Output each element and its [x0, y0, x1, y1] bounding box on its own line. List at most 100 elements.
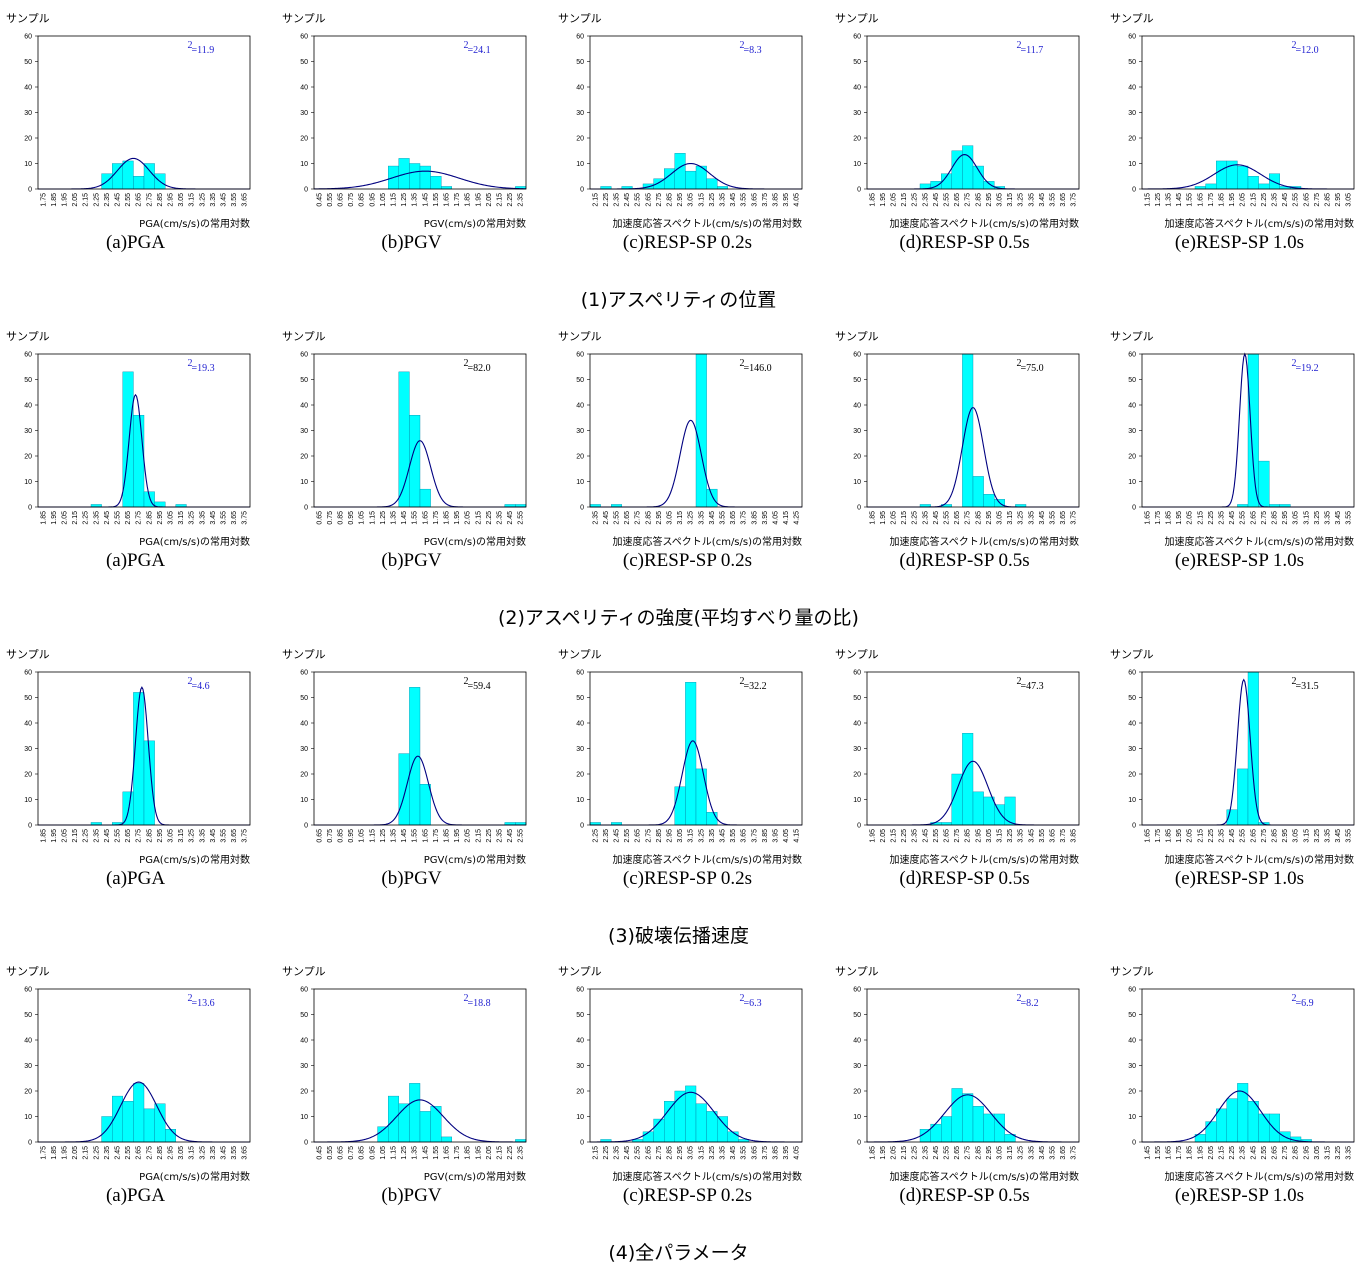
- y-tick-label: 40: [300, 85, 308, 92]
- x-axis-label: 加速度応答スペクトル(cm/s/s)の常用対数: [1165, 853, 1355, 866]
- y-tick-label: 60: [1128, 352, 1136, 359]
- figure-row-4: サンプル 0 10 20 30 40 50 60 1.75 1.85 1.95 2.05 2.15 2.2…: [0, 953, 1357, 1253]
- x-tick-label: 1.85: [40, 829, 47, 843]
- x-tick-label: 1.75: [454, 1146, 461, 1160]
- y-tick-label: 10: [1128, 161, 1136, 168]
- histogram-bar: [165, 1129, 176, 1142]
- y-tick-label: 50: [1128, 695, 1136, 702]
- x-tick-label: 2.75: [645, 829, 652, 843]
- histogram-chart: サンプル 0 10 20 30 40 50 60 1.65 1.75 1.85 1.95 2.05 2.1…: [1104, 318, 1357, 618]
- x-tick-label: 1.95: [1229, 193, 1236, 207]
- x-tick-label: 3.05: [986, 829, 993, 843]
- chart-svg: サンプル01020304050601.65 1.75 1.85 1.95 2.05 2.1…: [1104, 318, 1357, 548]
- x-tick-label: 2.65: [954, 1146, 961, 1160]
- x-tick-label: 3.45: [730, 1146, 737, 1160]
- y-tick-label: 0: [857, 505, 861, 512]
- y-tick-label: 20: [300, 136, 308, 143]
- y-tick-label: 60: [24, 670, 32, 677]
- y-tick-label: 30: [576, 110, 584, 117]
- x-tick-label: 3.05: [688, 1146, 695, 1160]
- x-tick-label: 1.55: [433, 1146, 440, 1160]
- histogram-bar: [123, 792, 134, 825]
- x-tick-label: 2.55: [125, 1146, 132, 1160]
- x-tick-label: 1.25: [401, 193, 408, 207]
- x-tick-label: 2.25: [507, 1146, 514, 1160]
- y-tick-label: 30: [300, 746, 308, 753]
- chart-svg: サンプル01020304050601.85 1.95 2.05 2.15 2.25 2.3…: [829, 318, 1100, 548]
- x-tick-label: 3.15: [178, 511, 185, 525]
- y-tick-label: 0: [28, 823, 32, 830]
- x-tick-label: 1.45: [422, 193, 429, 207]
- x-tick-label: 1.75: [40, 1146, 47, 1160]
- x-axis-label: PGV(cm/s)の常用対数: [424, 535, 526, 548]
- y-tick-label: 60: [576, 987, 584, 994]
- y-tick-label: 0: [580, 505, 584, 512]
- y-tick-label: 30: [576, 428, 584, 435]
- x-tick-label: 1.45: [1144, 1146, 1151, 1160]
- x-tick-label: 2.45: [624, 193, 631, 207]
- y-tick-label: 20: [1128, 136, 1136, 143]
- x-tick-label: 2.85: [965, 829, 972, 843]
- x-tick-label: 0.75: [327, 511, 334, 525]
- x-tick-label: 2.35: [497, 829, 504, 843]
- histogram-chart: サンプル 0 10 20 30 40 50 60 1.15 1.25 1.35 1.45 1.55 1.6…: [1104, 0, 1357, 300]
- histogram-bar: [675, 787, 686, 825]
- y-tick-label: 20: [853, 772, 861, 779]
- x-tick-label: 2.85: [146, 829, 153, 843]
- y-tick-label: 60: [300, 34, 308, 41]
- x-tick-label: 2.65: [125, 511, 132, 525]
- y-axis-label: サンプル: [558, 965, 602, 978]
- y-tick-label: 40: [853, 403, 861, 410]
- histogram-bar: [1248, 354, 1259, 507]
- x-tick-label: 2.75: [1261, 829, 1268, 843]
- x-tick-label: 2.55: [115, 829, 122, 843]
- x-tick-label: 2.25: [93, 193, 100, 207]
- histogram-bar: [441, 1137, 452, 1142]
- histogram-bar: [155, 1104, 166, 1142]
- x-tick-label: 2.45: [115, 193, 122, 207]
- chi-square-value: =4.6: [191, 681, 209, 692]
- y-tick-label: 50: [300, 59, 308, 66]
- x-tick-label: 2.35: [1219, 829, 1226, 843]
- x-tick-label: 3.25: [698, 829, 705, 843]
- x-tick-label: 1.95: [1197, 1146, 1204, 1160]
- chart-caption: (e)RESP-SP 1.0s: [1104, 550, 1357, 572]
- x-tick-label: 1.25: [380, 511, 387, 525]
- y-axis-label: サンプル: [1110, 12, 1154, 25]
- x-tick-label: 1.85: [1187, 1146, 1194, 1160]
- x-tick-label: 2.25: [507, 193, 514, 207]
- x-tick-label: 3.05: [997, 511, 1004, 525]
- x-tick-label: 2.25: [83, 511, 90, 525]
- x-tick-label: 2.05: [891, 193, 898, 207]
- x-tick-label: 2.75: [656, 1146, 663, 1160]
- x-tick-label: 2.05: [486, 1146, 493, 1160]
- histogram-bar: [962, 354, 973, 507]
- y-tick-label: 30: [1128, 1063, 1136, 1070]
- x-tick-label: 3.85: [773, 193, 780, 207]
- y-tick-label: 60: [1128, 670, 1136, 677]
- x-tick-label: 3.45: [1335, 829, 1342, 843]
- x-tick-label: 2.85: [975, 511, 982, 525]
- histogram-chart: サンプル 0 10 20 30 40 50 60 1.75 1.85 1.95 2.05 2.15 2.2…: [0, 953, 271, 1253]
- x-tick-label: 3.75: [242, 511, 249, 525]
- x-tick-label: 3.15: [1303, 511, 1310, 525]
- x-tick-label: 2.95: [157, 511, 164, 525]
- x-axis-label: PGA(cm/s/s)の常用対数: [139, 535, 250, 548]
- y-tick-label: 10: [1128, 479, 1136, 486]
- x-tick-label: 2.75: [146, 1146, 153, 1160]
- chart-svg: サンプル01020304050601.85 1.95 2.05 2.15 2.25 2.3…: [829, 953, 1100, 1183]
- x-tick-label: 2.65: [954, 193, 961, 207]
- x-axis-label: 加速度応答スペクトル(cm/s/s)の常用対数: [1165, 1170, 1355, 1183]
- x-tick-label: 3.05: [168, 829, 175, 843]
- histogram-bar: [388, 1096, 399, 1142]
- x-tick-label: 3.75: [741, 511, 748, 525]
- x-tick-label: 1.05: [380, 193, 387, 207]
- y-axis-label: サンプル: [835, 648, 879, 661]
- x-tick-label: 0.65: [338, 1146, 345, 1160]
- x-tick-label: 2.15: [901, 511, 908, 525]
- x-tick-label: 2.55: [125, 193, 132, 207]
- chi-square-value: =13.6: [191, 998, 214, 1009]
- y-axis-label: サンプル: [835, 330, 879, 343]
- x-tick-label: 3.05: [997, 193, 1004, 207]
- x-tick-label: 2.65: [1250, 829, 1257, 843]
